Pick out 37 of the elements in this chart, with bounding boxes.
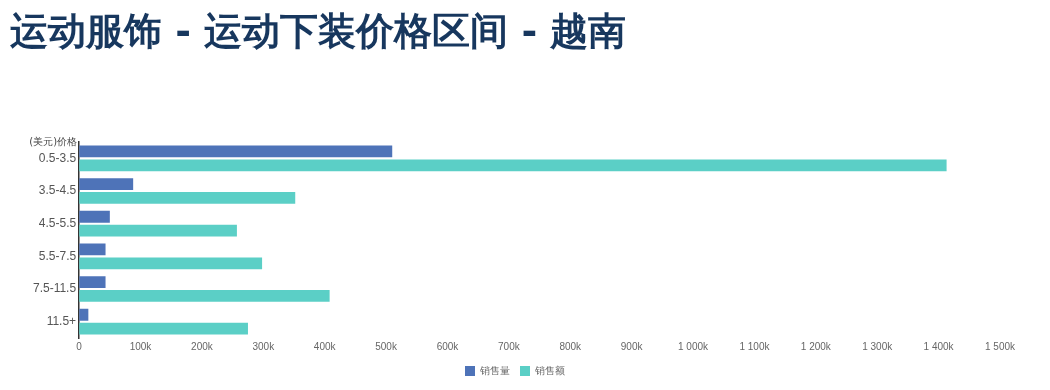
- x-tick-label: 1 000k: [678, 340, 710, 352]
- y-tick-label: 5.5-7.5: [38, 248, 77, 263]
- x-tick-label: 1 400k: [923, 340, 955, 352]
- x-tick-label: 500k: [375, 340, 398, 352]
- bar: [79, 145, 393, 158]
- y-tick-label: 11.5+: [46, 313, 77, 328]
- chart-title: 运动服饰 - 运动下装价格区间 - 越南: [10, 8, 627, 55]
- x-tick-label: 600k: [436, 340, 460, 352]
- bar: [79, 322, 248, 335]
- x-tick-label: 1 300k: [862, 340, 894, 352]
- y-tick-label: 7.5-11.5: [32, 281, 77, 296]
- y-axis-title: (美元)价格: [29, 135, 78, 147]
- bar: [79, 178, 134, 190]
- bar: [79, 210, 110, 223]
- x-tick-label: 900k: [620, 340, 644, 352]
- bar: [79, 257, 263, 270]
- x-tick-label: 800k: [559, 340, 583, 352]
- x-tick-label: 1 500k: [984, 340, 1017, 352]
- y-tick-label: 4.5-5.5: [38, 215, 77, 230]
- x-tick-label: 300k: [252, 340, 276, 352]
- x-tick-label: 100k: [129, 340, 153, 352]
- bar: [79, 243, 106, 256]
- bar: [79, 159, 947, 172]
- bar: [79, 290, 330, 302]
- x-tick-label: 1 100k: [739, 340, 771, 352]
- x-tick-label: 1 200k: [800, 340, 832, 352]
- x-tick-label: 700k: [498, 340, 521, 352]
- x-tick-label: 200k: [191, 340, 214, 352]
- x-tick-label: 400k: [313, 340, 337, 352]
- x-tick-label: 0: [76, 340, 83, 352]
- y-tick-label: 0.5-3.5: [38, 150, 77, 165]
- bar: [79, 276, 106, 288]
- bar: [79, 224, 237, 237]
- legend-label: 销售额: [534, 364, 565, 376]
- bar: [79, 192, 296, 204]
- legend-label: 销售量: [479, 364, 510, 376]
- y-tick-label: 3.5-4.5: [38, 183, 77, 198]
